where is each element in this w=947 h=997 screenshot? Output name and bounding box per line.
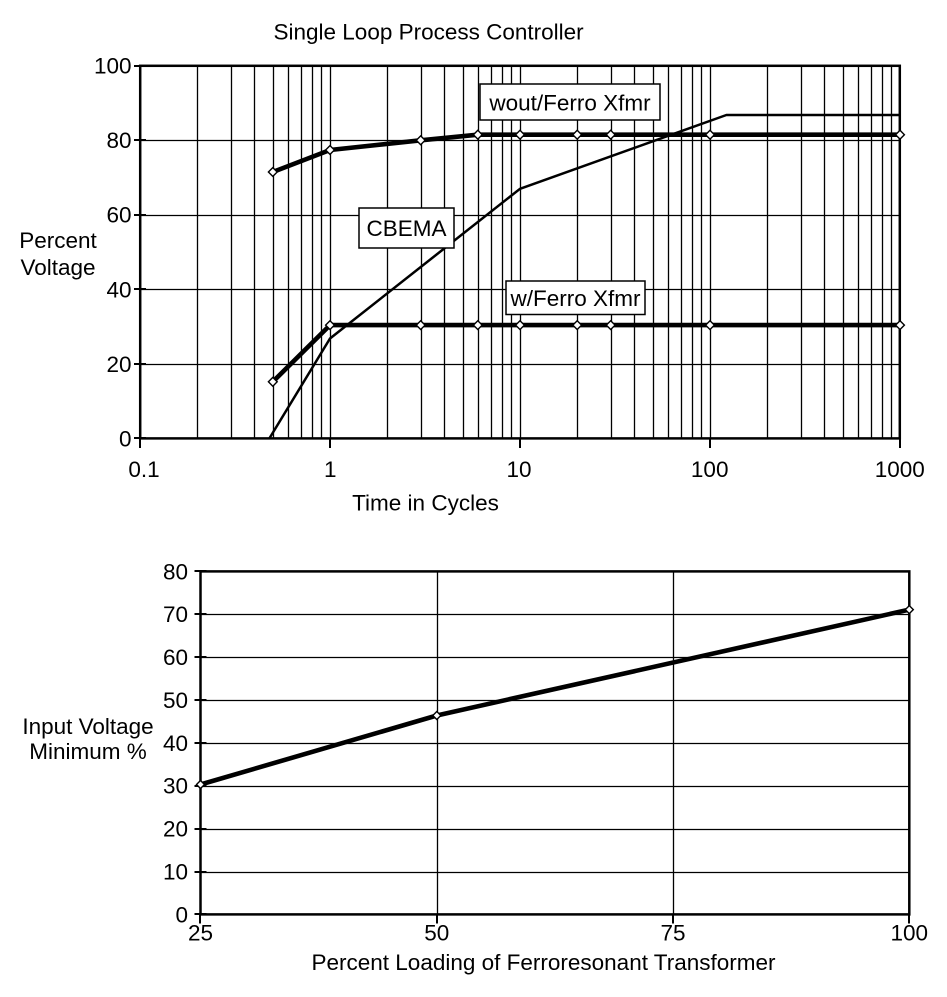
svg-text:25: 25: [188, 921, 213, 946]
svg-text:Input Voltage: Input Voltage: [22, 714, 153, 739]
svg-text:w/Ferro Xfmr: w/Ferro Xfmr: [509, 286, 641, 311]
svg-text:20: 20: [106, 352, 131, 377]
svg-text:0.1: 0.1: [128, 457, 159, 482]
svg-text:60: 60: [163, 645, 188, 670]
svg-text:80: 80: [163, 559, 188, 584]
svg-text:75: 75: [660, 921, 685, 946]
svg-text:Time in Cycles: Time in Cycles: [352, 491, 499, 516]
svg-text:100: 100: [691, 457, 729, 482]
svg-text:Minimum %: Minimum %: [29, 739, 147, 764]
svg-text:0: 0: [119, 426, 132, 451]
svg-text:Percent: Percent: [19, 228, 97, 253]
svg-text:Single Loop Process Controller: Single Loop Process Controller: [274, 20, 585, 45]
svg-text:20: 20: [163, 817, 188, 842]
svg-text:100: 100: [891, 921, 929, 946]
svg-text:wout/Ferro Xfmr: wout/Ferro Xfmr: [488, 91, 651, 116]
svg-text:100: 100: [94, 54, 132, 79]
svg-text:50: 50: [163, 688, 188, 713]
svg-text:70: 70: [163, 602, 188, 627]
svg-text:40: 40: [106, 277, 131, 302]
svg-text:1: 1: [324, 457, 337, 482]
svg-text:CBEMA: CBEMA: [366, 216, 446, 241]
svg-text:60: 60: [106, 203, 131, 228]
svg-text:40: 40: [163, 731, 188, 756]
svg-text:Percent Loading of Ferroresona: Percent Loading of Ferroresonant Transfo…: [312, 950, 776, 975]
svg-text:10: 10: [506, 457, 531, 482]
svg-text:30: 30: [163, 774, 188, 799]
svg-text:50: 50: [424, 921, 449, 946]
svg-text:0: 0: [175, 902, 188, 927]
svg-text:1000: 1000: [875, 457, 925, 482]
svg-text:10: 10: [163, 859, 188, 884]
svg-text:Voltage: Voltage: [20, 255, 95, 280]
svg-text:80: 80: [106, 128, 131, 153]
